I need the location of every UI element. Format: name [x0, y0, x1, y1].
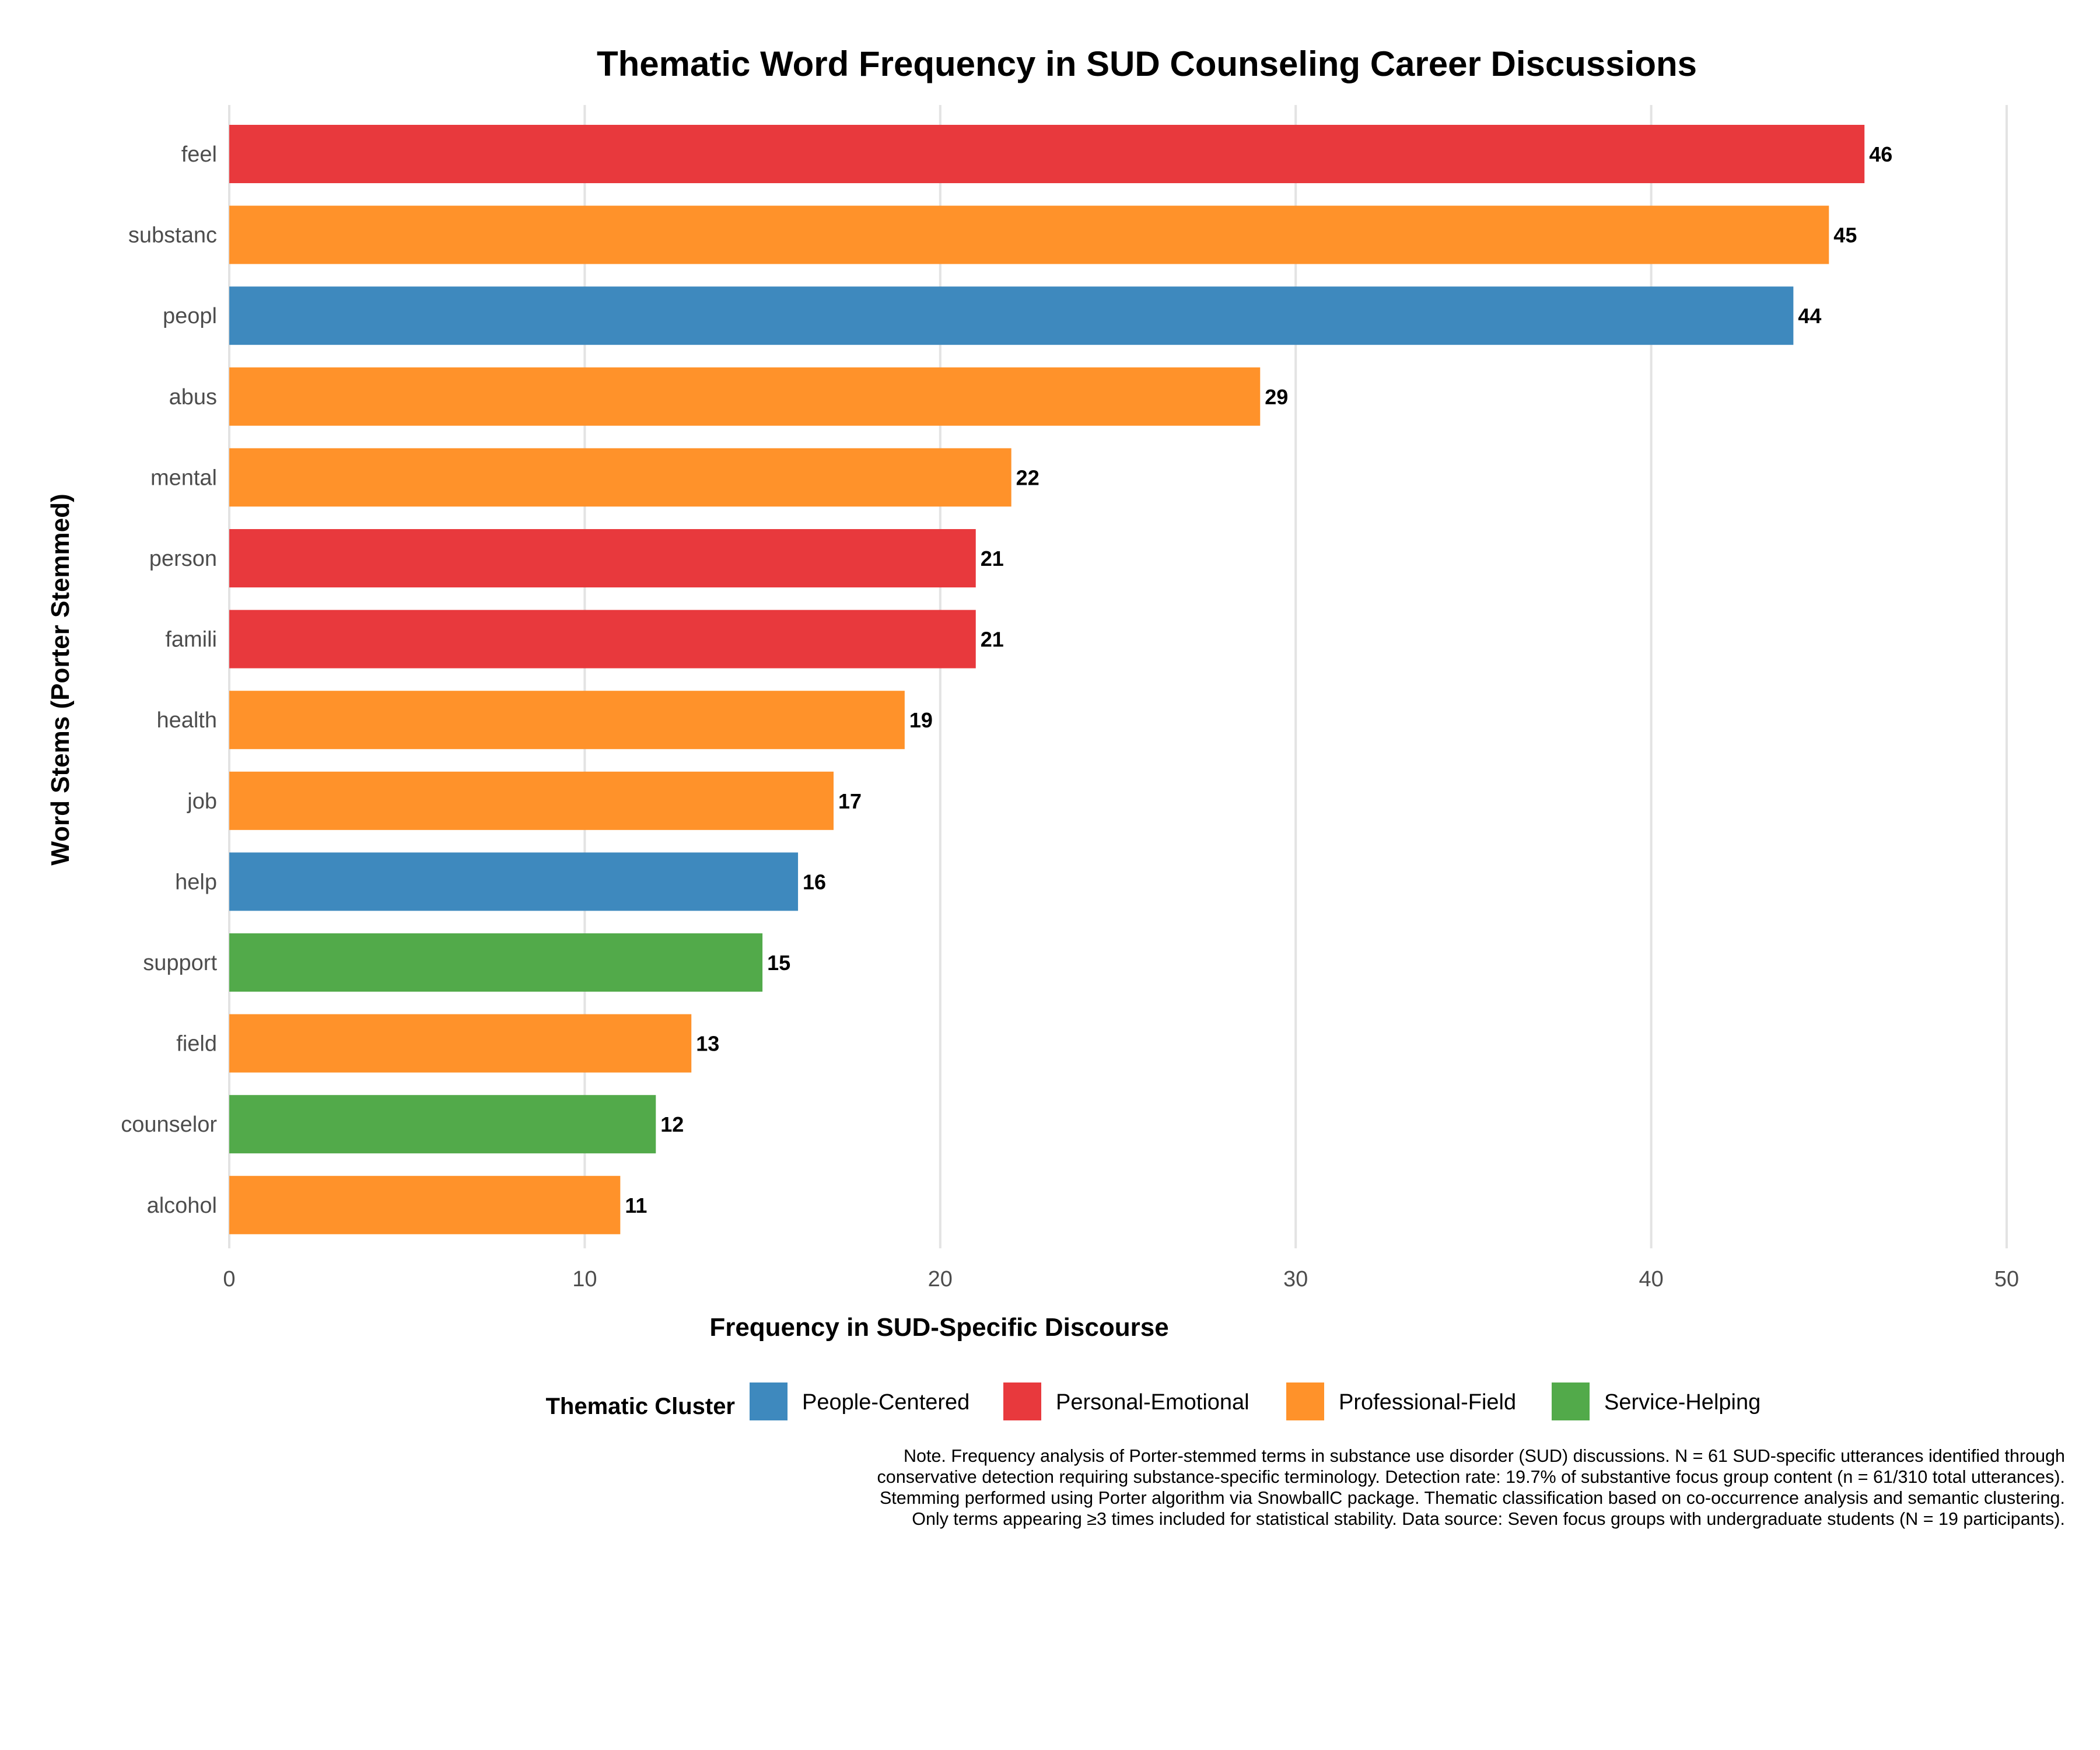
- bar-person: [229, 529, 976, 587]
- category-label-famili: famili: [165, 628, 217, 652]
- x-axis-title: Frequency in SUD-Specific Discourse: [709, 1313, 1168, 1342]
- category-label-help: help: [175, 870, 217, 894]
- bar-health: [229, 691, 905, 750]
- category-label-alcohol: alcohol: [147, 1194, 217, 1218]
- x-tick-label: 50: [1994, 1267, 2019, 1292]
- category-label-support: support: [143, 951, 217, 975]
- grid-lines: [228, 105, 2008, 1248]
- bar-abus: [229, 367, 1261, 426]
- chart-note: Note. Frequency analysis of Porter-stemm…: [877, 1446, 2065, 1529]
- x-tick-label: 30: [1283, 1267, 1308, 1292]
- value-label-peopl: 44: [1798, 304, 1821, 328]
- value-label-health: 19: [909, 708, 933, 732]
- x-tick-label: 0: [223, 1267, 235, 1292]
- value-label-support: 15: [767, 951, 790, 975]
- value-label-substanc: 45: [1833, 223, 1857, 247]
- value-label-job: 17: [838, 789, 862, 813]
- bar-job: [229, 771, 834, 830]
- category-label-field: field: [176, 1032, 217, 1056]
- legend-label-service-helping: Service-Helping: [1604, 1390, 1760, 1415]
- category-label-abus: abus: [169, 385, 217, 410]
- legend-swatch-people-centered: [750, 1382, 788, 1420]
- bar-mental: [229, 448, 1012, 507]
- bar-field: [229, 1014, 692, 1073]
- value-label-person: 21: [981, 547, 1004, 570]
- value-label-counselor: 12: [660, 1112, 684, 1136]
- value-label-mental: 22: [1016, 466, 1040, 489]
- category-label-health: health: [156, 708, 217, 733]
- category-label-person: person: [149, 547, 217, 571]
- legend-label-personal-emotional: Personal-Emotional: [1056, 1390, 1250, 1415]
- legend-title: Thematic Cluster: [545, 1394, 735, 1419]
- x-tick-label: 10: [572, 1267, 597, 1292]
- category-label-counselor: counselor: [121, 1112, 217, 1137]
- value-label-alcohol: 11: [625, 1194, 647, 1217]
- bar-help: [229, 852, 799, 911]
- value-label-abus: 29: [1265, 385, 1288, 409]
- legend-swatch-service-helping: [1552, 1382, 1590, 1420]
- bar-substanc: [229, 205, 1829, 264]
- legend-label-professional-field: Professional-Field: [1339, 1390, 1516, 1415]
- bar-counselor: [229, 1095, 656, 1154]
- legend-swatch-personal-emotional: [1003, 1382, 1041, 1420]
- bars: 46 45 44 29 22 21 21 19 17 16 15 13 12 11: [229, 125, 1892, 1234]
- bar-alcohol: [229, 1175, 621, 1234]
- bar-support: [229, 933, 763, 992]
- x-tick-label: 20: [928, 1267, 953, 1292]
- value-label-famili: 21: [981, 628, 1004, 652]
- category-label-mental: mental: [150, 466, 217, 490]
- value-label-feel: 46: [1869, 142, 1892, 166]
- x-tick-labels: 0 10 20 30 40 50: [223, 1267, 2019, 1292]
- bar-peopl: [229, 286, 1794, 345]
- value-label-help: 16: [803, 870, 826, 894]
- category-label-substanc: substanc: [128, 223, 217, 248]
- legend: Thematic Cluster People-Centered Personal…: [545, 1382, 1760, 1420]
- category-label-peopl: peopl: [163, 304, 217, 328]
- bar-famili: [229, 610, 976, 668]
- bar-feel: [229, 125, 1865, 183]
- chart-title: Thematic Word Frequency in SUD Counselin…: [597, 44, 1697, 83]
- category-labels: feel substanc peopl abus mental person famili h…: [121, 142, 217, 1218]
- value-label-field: 13: [696, 1032, 719, 1056]
- legend-label-people-centered: People-Centered: [802, 1390, 970, 1415]
- x-tick-label: 40: [1639, 1267, 1663, 1292]
- category-label-feel: feel: [181, 142, 217, 167]
- legend-swatch-professional-field: [1286, 1382, 1324, 1420]
- category-label-job: job: [187, 789, 217, 814]
- y-axis-title: Word Stems (Porter Stemmed): [46, 494, 75, 865]
